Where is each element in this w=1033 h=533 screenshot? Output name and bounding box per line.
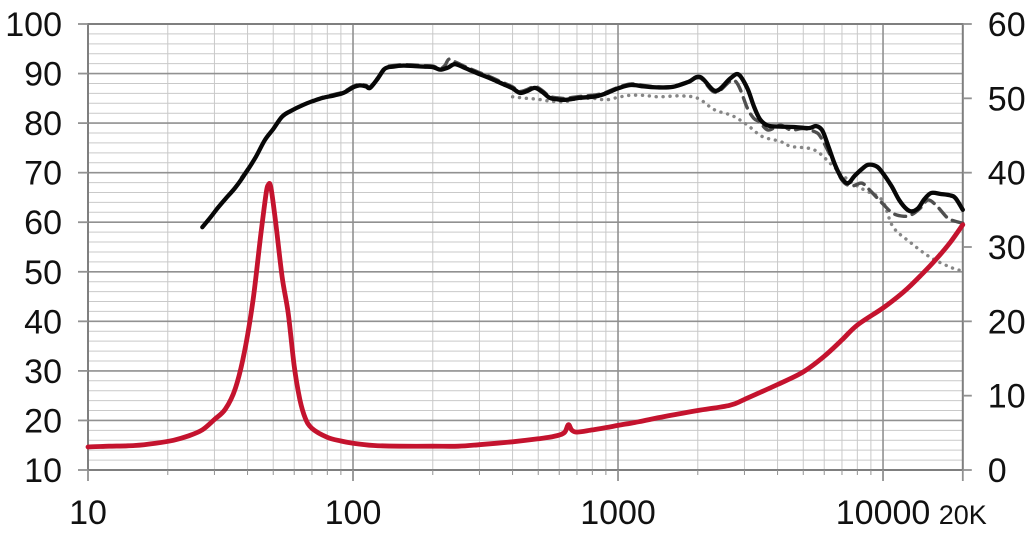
y-left-tick-label: 80 xyxy=(24,105,62,143)
x-tick-label: 20K xyxy=(939,500,987,530)
y-right-tick-label: 20 xyxy=(988,303,1026,341)
axis-ticks xyxy=(78,23,972,481)
y-right-tick-label: 50 xyxy=(988,80,1026,118)
y-left-tick-label: 40 xyxy=(24,303,62,341)
curves xyxy=(85,57,966,450)
y-right-tick-label: 40 xyxy=(988,155,1026,193)
y-left-tick-label: 10 xyxy=(24,452,62,490)
curve-response-on-axis xyxy=(200,61,965,230)
y-right-tick-label: 60 xyxy=(988,6,1026,44)
x-tick-label: 1000 xyxy=(580,494,656,532)
y-right-tick-label: 30 xyxy=(988,229,1026,267)
y-left-tick-label: 90 xyxy=(24,56,62,94)
y-left-tick-label: 20 xyxy=(24,402,62,440)
y-right-tick-label: 10 xyxy=(988,378,1026,416)
y-left-tick-label: 50 xyxy=(24,254,62,292)
x-tick-label: 10000 xyxy=(836,494,931,532)
x-tick-label: 10 xyxy=(69,494,107,532)
x-tick-label: 100 xyxy=(325,494,382,532)
curve-impedance xyxy=(85,181,966,450)
y-left-tick-label: 30 xyxy=(24,353,62,391)
y-left-tick-label: 100 xyxy=(5,6,62,44)
grid-major xyxy=(88,24,963,470)
grid-minor xyxy=(88,24,963,470)
y-left-tick-label: 70 xyxy=(24,155,62,193)
y-left-tick-label: 60 xyxy=(24,204,62,242)
y-right-tick-label: 0 xyxy=(988,452,1007,490)
